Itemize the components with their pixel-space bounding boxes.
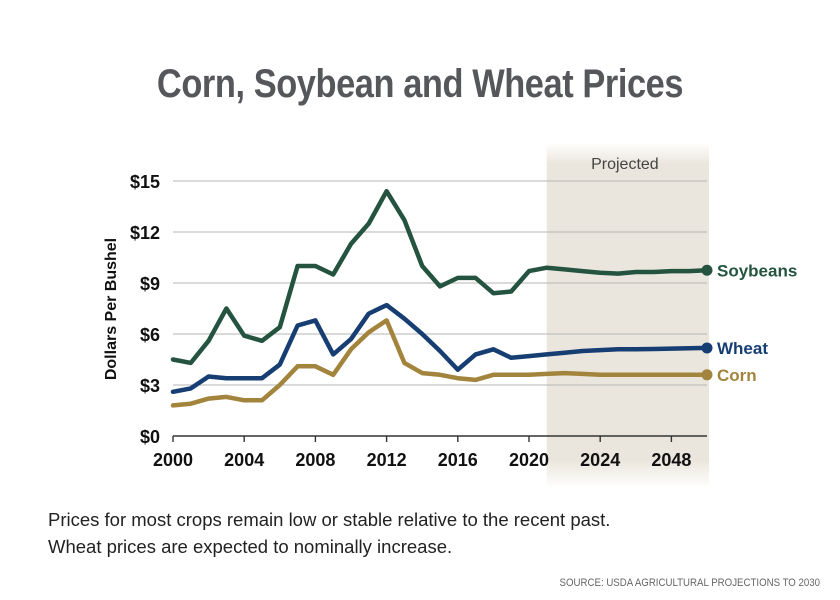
x-tick-label: 2024 — [580, 450, 620, 470]
x-tick-label: 2020 — [509, 450, 549, 470]
projected-label: Projected — [591, 156, 659, 173]
y-axis-tick-labels: $0 $3 $6 $9 $12 $15 — [130, 172, 160, 447]
series-end-marker-corn — [701, 369, 713, 381]
series-line-soybeans — [170, 188, 710, 366]
chart-title: Corn, Soybean and Wheat Prices — [156, 62, 684, 106]
y-tick-label: $6 — [140, 325, 160, 345]
series-label-soybeans: Soybeans — [717, 261, 797, 280]
series-lines: Soybeans Wheat Corn — [170, 188, 797, 408]
projected-region — [546, 143, 709, 488]
x-tick-label: 2008 — [295, 450, 335, 470]
series-label-wheat: Wheat — [717, 339, 768, 358]
series-label-corn: Corn — [717, 366, 757, 385]
caption-text: Prices for most crops remain low or stab… — [48, 509, 611, 557]
y-tick-label: $12 — [130, 223, 160, 243]
y-tick-label: $9 — [140, 274, 160, 294]
series-line-corn — [170, 318, 710, 408]
y-tick-label: $3 — [140, 376, 160, 396]
source-note: SOURCE: USDA AGRICULTURAL PROJECTIONS TO… — [559, 577, 820, 589]
y-tick-label: $15 — [130, 172, 160, 192]
x-axis-tick-labels: 2000 2004 2008 2012 2016 2020 2024 2048 — [153, 436, 691, 470]
series-end-marker-wheat — [701, 342, 713, 354]
series-line-wheat — [170, 302, 710, 395]
y-tick-label: $0 — [140, 427, 160, 447]
y-axis-label: Dollars Per Bushel — [103, 238, 120, 380]
x-tick-label: 2048 — [651, 450, 691, 470]
series-end-marker-soybeans — [701, 264, 713, 276]
x-tick-label: 2012 — [367, 450, 407, 470]
x-tick-label: 2016 — [438, 450, 478, 470]
x-tick-label: 2004 — [224, 450, 264, 470]
x-tick-label: 2000 — [153, 450, 193, 470]
